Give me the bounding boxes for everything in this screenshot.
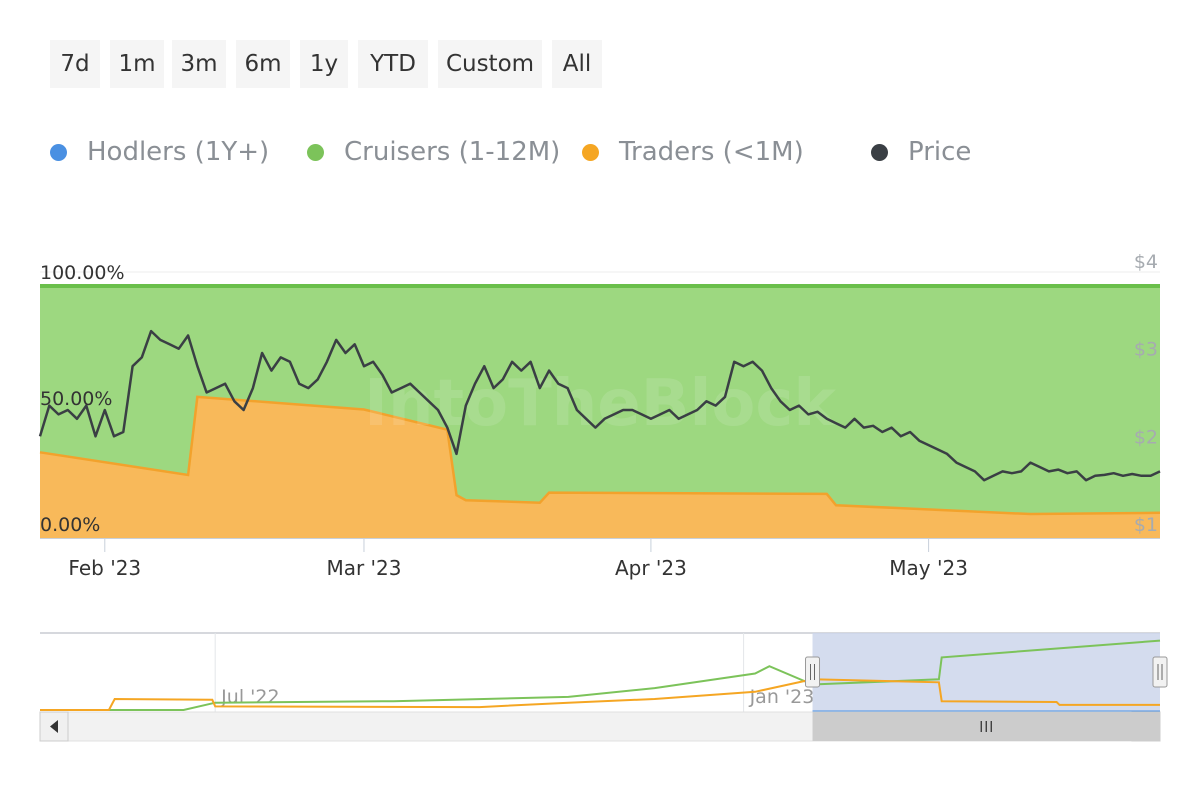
legend-item-0[interactable]: Hodlers (1Y+) — [50, 130, 269, 174]
range-button-custom[interactable]: Custom — [438, 40, 542, 88]
line-price — [38, 329, 1161, 482]
navigator-handle-right[interactable] — [1152, 656, 1168, 688]
x-tick-label: May '23 — [889, 556, 968, 580]
legend-item-2[interactable]: Traders (<1M) — [582, 130, 804, 174]
legend-label: Price — [908, 137, 972, 167]
range-button-1m[interactable]: 1m — [110, 40, 164, 88]
navigator-tick-label: Jan '23 — [749, 686, 815, 708]
x-tick-label: Feb '23 — [68, 556, 141, 580]
legend-marker — [582, 143, 599, 161]
range-button-1y[interactable]: 1y — [300, 40, 348, 88]
legend-marker — [50, 143, 67, 161]
legend-label: Hodlers (1Y+) — [87, 137, 270, 167]
y-left-tick-label: 0.00% — [40, 514, 100, 536]
area-traders — [40, 396, 1160, 538]
legend-marker — [871, 143, 888, 161]
legend-label: Traders (<1M) — [619, 137, 804, 167]
scrollbar-left-button[interactable] — [39, 711, 69, 742]
range-button-ytd[interactable]: YTD — [358, 40, 428, 88]
navigator-line-cruisers — [40, 639, 1161, 711]
range-button-6m[interactable]: 6m — [236, 40, 290, 88]
line-traders — [39, 395, 1161, 516]
x-tick-label: Mar '23 — [326, 556, 401, 580]
range-button-7d[interactable]: 7d — [50, 40, 100, 88]
navigator-selected-range — [812, 633, 1160, 712]
y-left-tick-label: 100.00% — [40, 262, 125, 284]
navigator-handle-left[interactable] — [805, 656, 821, 688]
navigator-line-traders — [40, 678, 1160, 711]
x-tick-label: Apr '23 — [615, 556, 687, 580]
range-button-all[interactable]: All — [552, 40, 602, 88]
y-right-tick-label: $2 — [1134, 426, 1158, 448]
y-right-tick-label: $3 — [1134, 339, 1158, 361]
y-right-tick-label: $4 — [1134, 251, 1158, 273]
y-left-tick-label: 50.00% — [40, 388, 112, 410]
watermark: IntoTheBlock — [364, 367, 837, 441]
legend-item-3[interactable]: Price — [871, 130, 971, 174]
navigator-tick-label: Jul '22 — [220, 686, 279, 708]
legend-label: Cruisers (1-12M) — [344, 137, 561, 167]
arrow-left-icon — [50, 720, 58, 733]
y-right-tick-label: $1 — [1134, 514, 1158, 536]
legend-marker — [307, 143, 324, 161]
range-button-3m[interactable]: 3m — [172, 40, 226, 88]
legend-item-1[interactable]: Cruisers (1-12M) — [307, 130, 560, 174]
